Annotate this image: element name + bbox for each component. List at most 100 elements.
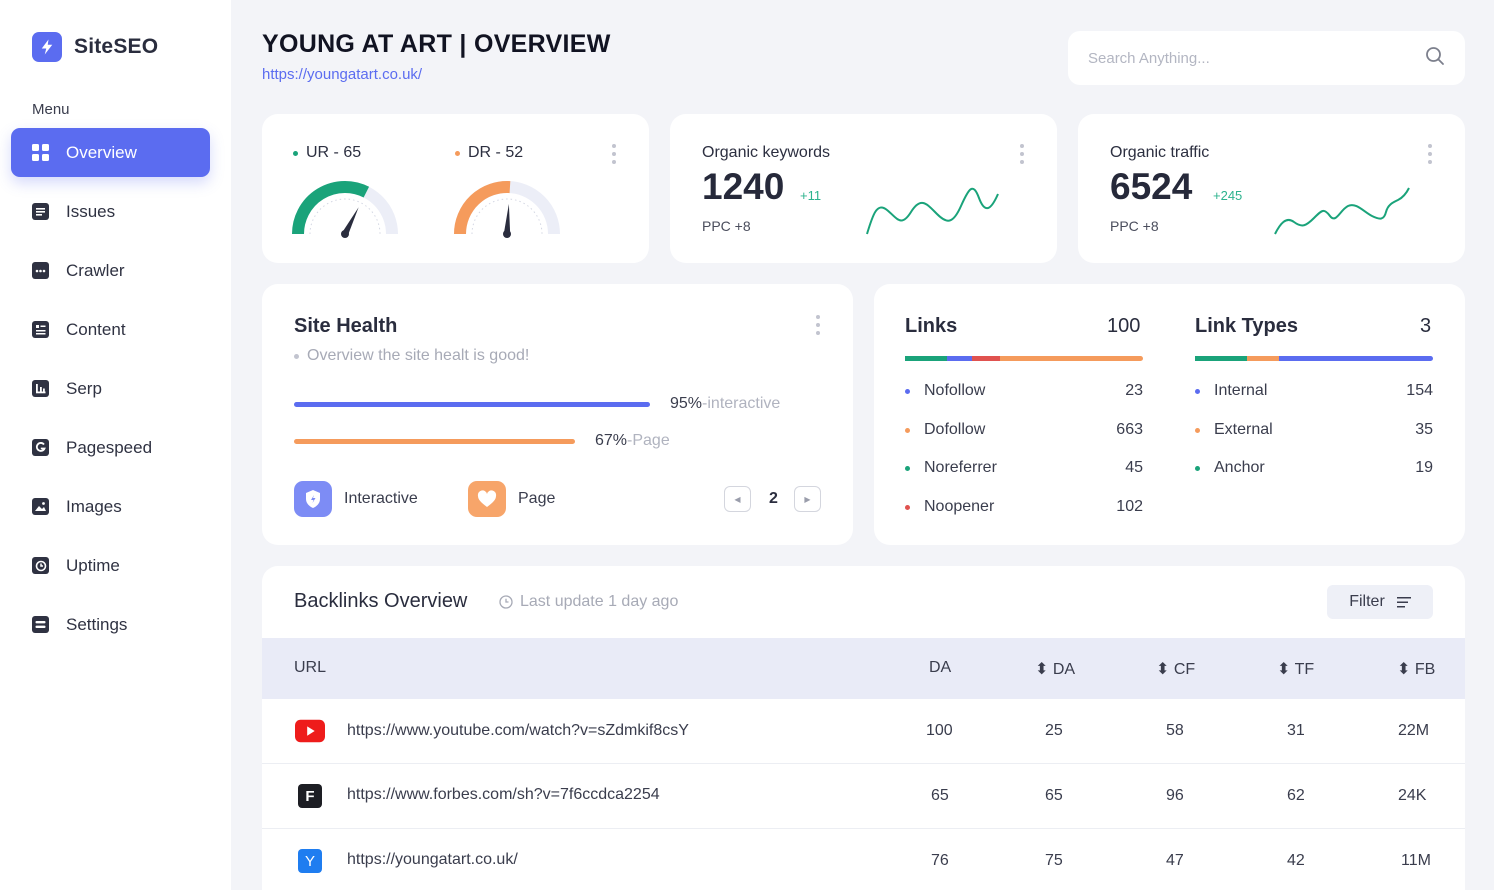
dots-square-icon xyxy=(32,262,49,279)
column-header-tf[interactable]: ⬍ TF xyxy=(1277,661,1315,678)
more-menu-icon[interactable] xyxy=(1427,144,1433,164)
sidebar-item-label: Crawler xyxy=(66,260,125,280)
y-icon: Y xyxy=(295,849,325,873)
organic-keywords-title: Organic keywords xyxy=(702,144,831,161)
sidebar-item-uptime[interactable]: Uptime xyxy=(11,541,210,590)
interactive-progress-bar xyxy=(294,402,650,407)
page-title: YOUNG AT ART | OVERVIEW xyxy=(262,30,611,58)
cell-url[interactable]: https://www.youtube.com/watch?v=sZdmkif8… xyxy=(347,722,689,739)
cell-da2: 65 xyxy=(1045,787,1063,804)
column-header-da-sortable[interactable]: ⬍ DA xyxy=(1035,661,1076,678)
link-types-row-external: External xyxy=(1195,421,1273,439)
site-health-title: Site Health xyxy=(294,315,398,337)
cell-tf: 62 xyxy=(1287,787,1305,804)
cell-da: 76 xyxy=(931,852,949,869)
youtube-icon xyxy=(295,719,325,743)
image-icon xyxy=(32,498,49,515)
cell-da: 100 xyxy=(926,722,953,739)
sidebar-item-label: Uptime xyxy=(66,555,120,575)
sidebar-item-issues[interactable]: Issues xyxy=(11,187,210,236)
search-icon[interactable] xyxy=(1425,46,1445,71)
link-types-segment-anchor xyxy=(1195,356,1247,361)
sidebar-item-label: Settings xyxy=(66,614,128,634)
keywords-sparkline xyxy=(866,187,999,235)
lightning-icon xyxy=(32,32,62,62)
sidebar-nav: Overview Issues Crawler Content Serp Pag… xyxy=(11,128,210,659)
links-value-noreferrer: 45 xyxy=(1125,459,1143,476)
column-header-da[interactable]: DA xyxy=(929,659,952,676)
table-row[interactable]: https://www.youtube.com/watch?v=sZdmkif8… xyxy=(262,699,1465,764)
sidebar-item-label: Issues xyxy=(66,201,116,221)
settings-icon xyxy=(32,616,49,633)
organic-traffic-ppc: PPC +8 xyxy=(1110,218,1159,234)
table-header: URL DA ⬍ DA ⬍ CF ⬍ TF ⬍ FB xyxy=(262,638,1465,699)
sidebar-item-label: Pagespeed xyxy=(66,437,153,457)
clock-icon xyxy=(499,595,513,609)
legend-interactive: Interactive xyxy=(294,481,418,517)
bullet xyxy=(905,388,910,394)
more-menu-icon[interactable] xyxy=(1019,144,1025,164)
cell-url[interactable]: https://youngatart.co.uk/ xyxy=(347,851,518,868)
sidebar-item-crawler[interactable]: Crawler xyxy=(11,246,210,295)
brand[interactable]: SiteSEO xyxy=(32,32,158,62)
sidebar-item-settings[interactable]: Settings xyxy=(11,600,210,649)
forbes-icon: F xyxy=(295,784,325,808)
backlinks-title: Backlinks Overview xyxy=(294,590,468,612)
links-segment-dofollow xyxy=(1000,356,1143,361)
organic-traffic-value: 6524 xyxy=(1110,166,1193,207)
link-types-value-anchor: 19 xyxy=(1415,459,1433,476)
prev-page-button[interactable]: ◀ xyxy=(724,486,751,512)
ur-bullet xyxy=(293,150,298,156)
bullet xyxy=(905,465,910,471)
sidebar-item-serp[interactable]: Serp xyxy=(11,364,210,413)
dr-gauge xyxy=(454,181,560,238)
organic-keywords-value: 1240 xyxy=(702,166,785,207)
cell-tf: 42 xyxy=(1287,852,1305,869)
menu-title: Menu xyxy=(32,101,70,118)
table-row[interactable]: Y https://youngatart.co.uk/ 76 75 47 42 … xyxy=(262,829,1465,890)
list-icon xyxy=(32,203,49,220)
filter-button[interactable]: Filter xyxy=(1327,585,1433,619)
more-menu-icon[interactable] xyxy=(815,315,821,335)
cell-url[interactable]: https://www.forbes.com/sh?v=7f6ccdca2254 xyxy=(347,786,660,803)
more-menu-icon[interactable] xyxy=(611,144,617,164)
organic-traffic-title: Organic traffic xyxy=(1110,144,1210,161)
cell-fb: 11M xyxy=(1401,852,1431,869)
cell-da: 65 xyxy=(931,787,949,804)
site-health-card: Site Health Overview the site healt is g… xyxy=(262,284,853,545)
column-header-fb[interactable]: ⬍ FB xyxy=(1397,661,1436,678)
cell-cf: 47 xyxy=(1166,852,1184,869)
next-page-button[interactable]: ▶ xyxy=(794,486,821,512)
sidebar-item-pagespeed[interactable]: Pagespeed xyxy=(11,423,210,472)
sidebar-item-label: Serp xyxy=(66,378,102,398)
page-progress-bar xyxy=(294,439,575,444)
column-header-cf[interactable]: ⬍ CF xyxy=(1156,661,1196,678)
cell-fb: 22M xyxy=(1398,722,1430,739)
dr-label: DR - 52 xyxy=(455,144,523,162)
links-value-noopener: 102 xyxy=(1116,498,1143,515)
column-header-url[interactable]: URL xyxy=(294,659,327,676)
bar-chart-icon xyxy=(32,380,49,397)
links-value-dofollow: 663 xyxy=(1116,421,1143,438)
search-input[interactable] xyxy=(1088,49,1408,67)
traffic-sparkline xyxy=(1274,187,1410,235)
brand-name: SiteSEO xyxy=(74,35,159,58)
bullet xyxy=(905,427,910,433)
links-row-dofollow: Dofollow xyxy=(905,421,985,439)
bullet xyxy=(1195,465,1200,471)
document-icon xyxy=(32,321,49,338)
ur-label: UR - 65 xyxy=(293,144,361,162)
link-types-row-internal: Internal xyxy=(1195,382,1267,400)
search-bar xyxy=(1068,31,1465,85)
table-row[interactable]: F https://www.forbes.com/sh?v=7f6ccdca22… xyxy=(262,764,1465,829)
g-icon xyxy=(32,439,49,456)
cell-da2: 25 xyxy=(1045,722,1063,739)
sidebar-item-images[interactable]: Images xyxy=(11,482,210,531)
sidebar-item-overview[interactable]: Overview xyxy=(11,128,210,177)
sidebar-item-label: Content xyxy=(66,319,126,339)
sidebar-item-content[interactable]: Content xyxy=(11,305,210,354)
bullet xyxy=(905,504,910,510)
sort-icon: ⬍ xyxy=(1035,661,1049,678)
site-url-link[interactable]: https://youngatart.co.uk/ xyxy=(262,66,423,83)
cell-fb: 24K xyxy=(1398,787,1427,804)
